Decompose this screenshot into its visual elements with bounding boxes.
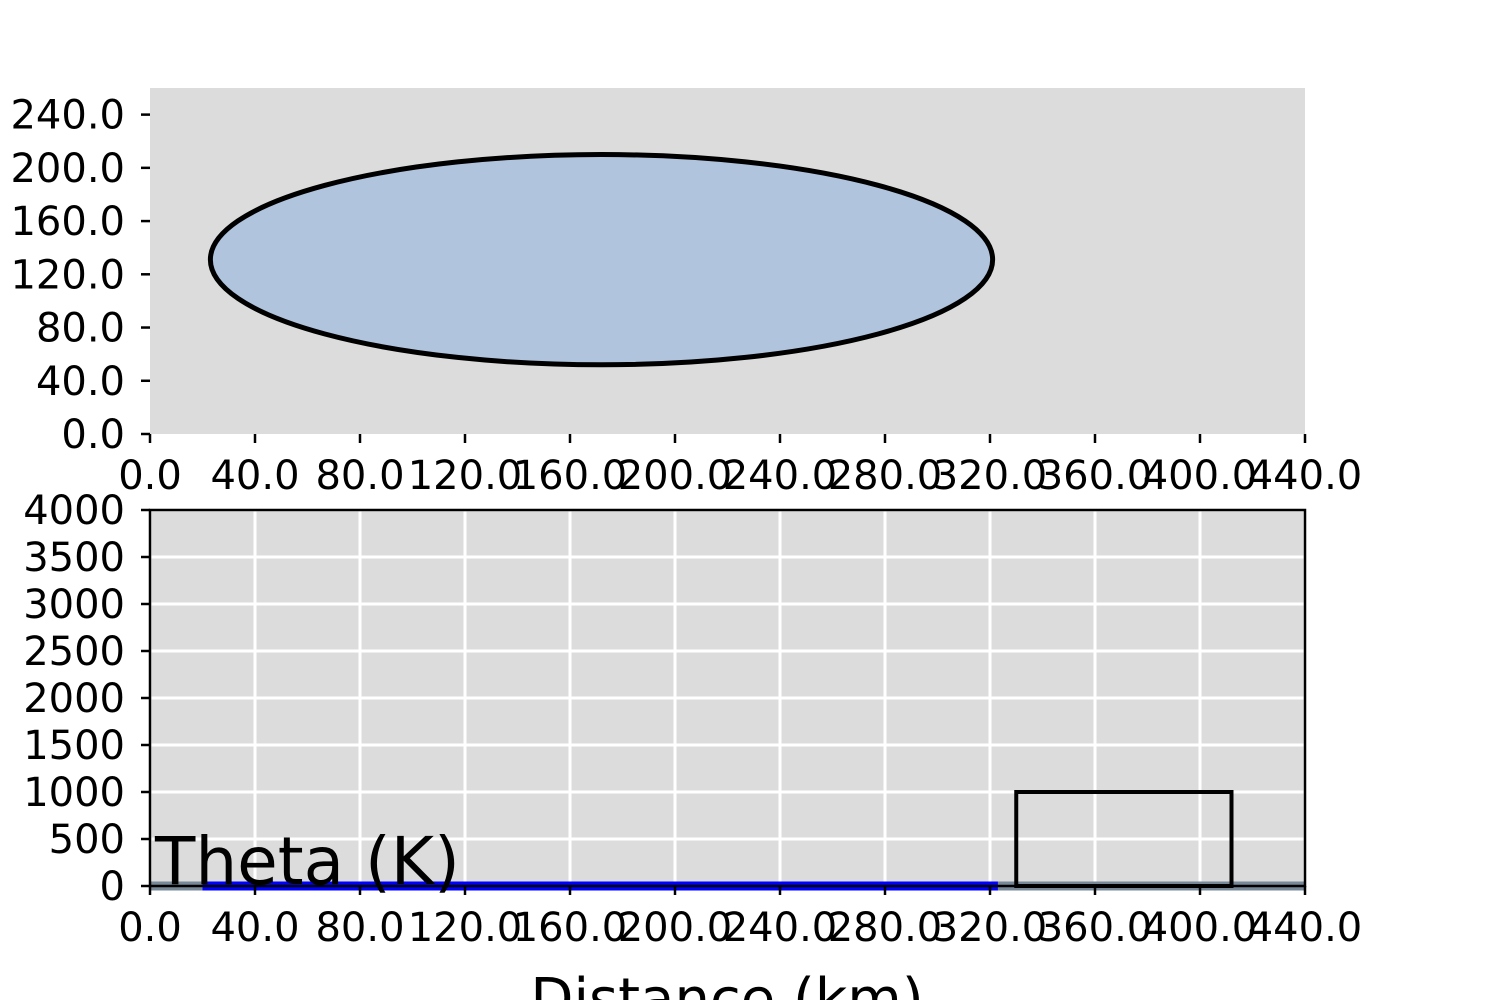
bottom-x-tick-label: 40.0 [210,905,299,951]
bottom-y-tick-label: 2000 [23,676,125,722]
bottom-x-tick-label: 320.0 [933,905,1048,951]
top-panel: 0.0 40.0 80.0 120.0160.0200.0240.0280.0320.… [10,88,1362,499]
bottom-y-tick-label: 500 [49,817,125,863]
top-x-tick-label: 80.0 [315,453,404,499]
top-y-tick-label: 0.0 [61,412,125,458]
bottom-panel: 0.0 40.0 80.0 120.0160.0200.0240.0280.0320.… [23,488,1362,1000]
top-y-tick-label: 120.0 [10,252,125,298]
bottom-x-tick-label: 280.0 [828,905,943,951]
bottom-x-tick-label: 200.0 [618,905,733,951]
bottom-y-tick-label: 2500 [23,629,125,675]
top-x-tick-label: 200.0 [618,453,733,499]
bottom-y-tick-label: 0 [100,864,125,910]
top-y-tick-label: 240.0 [10,93,125,139]
top-x-tick-label: 120.0 [408,453,523,499]
top-x-tick-label: 160.0 [513,453,628,499]
bottom-x-tick-label: 0.0 [118,905,182,951]
top-x-tick-label: 280.0 [828,453,943,499]
bottom-annotation: Theta (K) [154,823,460,900]
top-y-tick-label: 200.0 [10,146,125,192]
top-ellipse [207,152,996,368]
top-ticks: 0.0 40.0 80.0 120.0160.0200.0240.0280.0320.… [10,93,1362,499]
bottom-y-tick-label: 1000 [23,770,125,816]
bottom-y-tick-label: 4000 [23,488,125,534]
bottom-x-tick-label: 240.0 [723,905,838,951]
top-x-tick-label: 400.0 [1143,453,1258,499]
top-x-tick-label: 440.0 [1248,453,1363,499]
bottom-x-tick-label: 360.0 [1038,905,1153,951]
bottom-x-tick-label: 440.0 [1248,905,1363,951]
top-y-tick-label: 80.0 [36,306,125,352]
bottom-x-tick-label: 160.0 [513,905,628,951]
top-x-tick-label: 40.0 [210,453,299,499]
bottom-y-tick-label: 3500 [23,535,125,581]
top-x-tick-label: 320.0 [933,453,1048,499]
bottom-y-tick-label: 3000 [23,582,125,628]
bottom-y-tick-label: 1500 [23,723,125,769]
bottom-x-tick-label: 400.0 [1143,905,1258,951]
bottom-x-tick-label: 120.0 [408,905,523,951]
top-x-tick-label: 360.0 [1038,453,1153,499]
bottom-ticks: 0.0 40.0 80.0 120.0160.0200.0240.0280.0320.… [23,488,1362,951]
bottom-x-tick-label: 80.0 [315,905,404,951]
bottom-x-axis-label: Distance (km) [530,967,923,1000]
top-y-tick-label: 160.0 [10,199,125,245]
top-y-tick-label: 40.0 [36,359,125,405]
top-x-tick-label: 0.0 [118,453,182,499]
top-x-tick-label: 240.0 [723,453,838,499]
